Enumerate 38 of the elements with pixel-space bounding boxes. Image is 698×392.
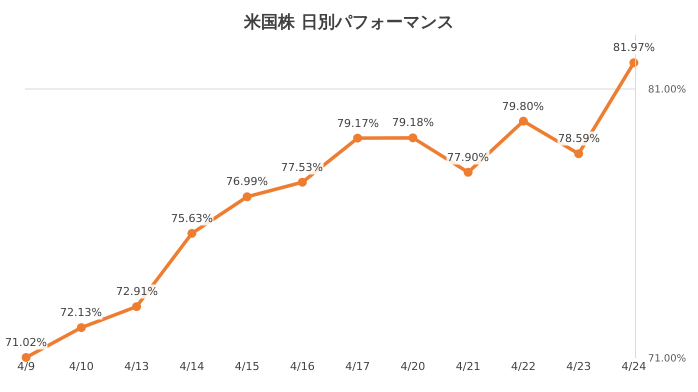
data-label: 77.90% xyxy=(447,151,489,164)
point xyxy=(353,134,362,143)
x-tick-label: 4/9 xyxy=(17,360,35,373)
data-label: 78.59% xyxy=(558,132,600,145)
x-tick-label: 4/16 xyxy=(290,360,315,373)
point xyxy=(574,149,584,158)
x-tick-label: 4/14 xyxy=(180,360,204,373)
x-tick-label: 4/24 xyxy=(622,360,646,373)
x-tick-label: 4/23 xyxy=(566,360,591,373)
y-tick-label: 81.00% xyxy=(648,84,686,96)
chart-title: 米国株 日別パフォーマンス xyxy=(243,12,454,33)
data-label: 72.91% xyxy=(116,285,158,298)
point xyxy=(187,228,196,238)
data-label: 79.18% xyxy=(392,116,434,129)
data-label: 77.53% xyxy=(281,161,323,174)
point xyxy=(132,302,142,312)
data-label: 79.17% xyxy=(337,117,379,130)
point xyxy=(22,352,31,362)
data-label: 81.97% xyxy=(613,41,655,54)
x-tick-label: 4/21 xyxy=(456,360,480,373)
data-label: 75.63% xyxy=(171,212,213,225)
x-tick-label: 4/13 xyxy=(124,360,149,373)
x-tick-label: 4/10 xyxy=(69,360,94,373)
x-tick-label: 4/15 xyxy=(234,360,260,373)
data-label: 72.13% xyxy=(60,306,102,319)
point xyxy=(242,192,252,202)
x-tick-label: 4/22 xyxy=(511,360,536,373)
point xyxy=(408,133,418,142)
x-tick-label: 4/20 xyxy=(400,360,426,373)
data-label: 76.99% xyxy=(226,175,268,188)
y-tick-label: 71.00% xyxy=(648,354,686,364)
data-label: 79.80% xyxy=(502,100,544,113)
data-label: 71.02% xyxy=(5,336,47,349)
point xyxy=(76,323,86,332)
point xyxy=(298,178,307,187)
point xyxy=(518,116,528,126)
x-tick-label: 4/17 xyxy=(345,360,370,373)
point xyxy=(464,168,473,177)
